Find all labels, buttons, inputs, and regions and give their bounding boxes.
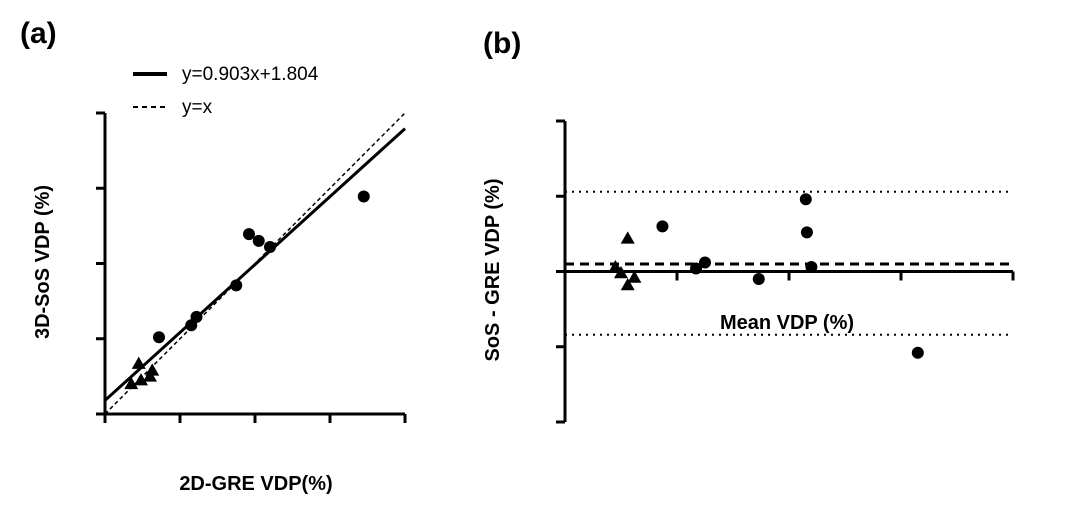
- panel-a-plot-area: [96, 111, 407, 423]
- panel-a-triangle-point: [124, 376, 139, 390]
- legend-fit-line-label: y=0.903x+1.804: [182, 64, 319, 85]
- panel-b-triangle-point: [620, 231, 635, 244]
- panel-a-triangle-point: [131, 356, 146, 369]
- panel-a-circle-point: [243, 228, 255, 241]
- panel-a-label: (a): [20, 17, 57, 50]
- panel-b-circle-point: [656, 220, 669, 233]
- panel-b-circle-point: [699, 256, 711, 269]
- panel-b-circle-point: [690, 262, 703, 275]
- panel-b-circle-point: [752, 273, 765, 286]
- panel-a-triangle-point: [134, 373, 148, 386]
- panel-b-y-axis-title: SoS - GRE VDP (%): [482, 179, 504, 362]
- panel-b-label: (b): [483, 27, 521, 60]
- panel-b-triangle-point: [620, 278, 635, 291]
- legend-identity-line-label: y=x: [182, 97, 213, 118]
- panel-b-triangle-point: [614, 266, 628, 279]
- panel-b-circle-point: [911, 346, 924, 359]
- panel-a-circle-point: [357, 190, 370, 203]
- panel-b-triangle-point: [627, 270, 642, 283]
- panel-a-circle-point: [153, 331, 165, 344]
- panel-b-plot-area: [556, 119, 1015, 424]
- panel-b-circle-point: [800, 226, 813, 239]
- panel-a-circle-point: [190, 310, 203, 323]
- panel-a-y-axis-title: 3D-SoS VDP (%): [32, 185, 54, 339]
- panel-a-x-axis-title: 2D-GRE VDP(%): [179, 473, 332, 495]
- panel-b-triangle-point: [608, 259, 623, 273]
- panel-a-circle-point: [230, 279, 243, 292]
- panel-a-circle-point: [252, 234, 265, 247]
- panel-b-circle-point: [805, 260, 818, 273]
- regression-line: [103, 127, 407, 402]
- panel-a-circle-point: [264, 240, 276, 253]
- panel-a-triangle-point: [145, 363, 160, 376]
- panel-b-x-axis-title: Mean VDP (%): [720, 312, 854, 334]
- panel-b-circle-point: [799, 193, 812, 206]
